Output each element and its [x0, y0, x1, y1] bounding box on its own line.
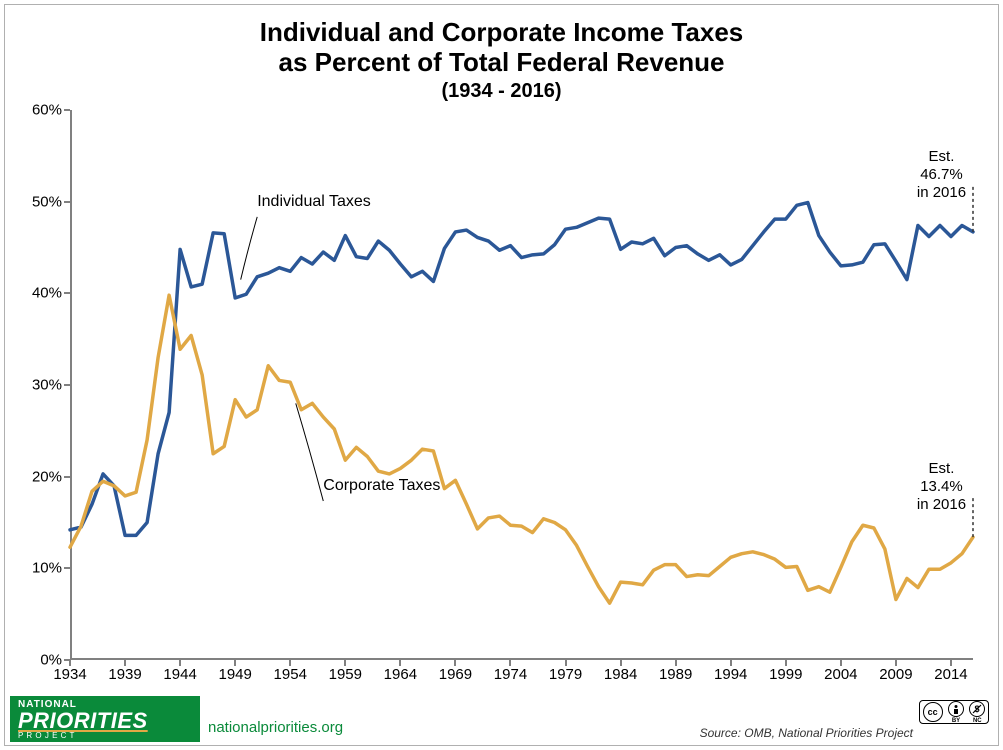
x-tick-label: 2004 [824, 666, 857, 683]
logo-bottom: P R O J E C T [18, 732, 192, 740]
cc-by-icon [948, 701, 964, 717]
cc-by-label: BY [952, 718, 960, 724]
x-tick-label: 1934 [53, 666, 86, 683]
x-tick-label: 1969 [439, 666, 472, 683]
source-attribution: Source: OMB, National Priorities Project [700, 726, 913, 740]
y-tick-mark [64, 109, 70, 111]
cc-nc-icon: $ [969, 701, 985, 717]
x-tick-mark [234, 660, 236, 666]
x-tick-mark [950, 660, 952, 666]
y-tick-label: 10% [32, 560, 62, 577]
x-tick-label: 2014 [934, 666, 967, 683]
title-line-2: as Percent of Total Federal Revenue [10, 48, 993, 78]
x-tick-mark [785, 660, 787, 666]
x-tick-label: 1974 [494, 666, 527, 683]
y-tick-label: 50% [32, 193, 62, 210]
x-tick-label: 1964 [384, 666, 417, 683]
logo-main: PRIORITIES [18, 710, 192, 732]
x-tick-mark [509, 660, 511, 666]
x-tick-label: 1984 [604, 666, 637, 683]
x-tick-mark [565, 660, 567, 666]
y-tick-mark [64, 201, 70, 203]
series-label: Individual Taxes [257, 193, 371, 211]
x-tick-mark [399, 660, 401, 666]
end-annotation: Est. 13.4%in 2016 [910, 460, 973, 514]
x-tick-label: 1944 [163, 666, 196, 683]
y-tick-mark [64, 292, 70, 294]
x-tick-label: 1939 [108, 666, 141, 683]
title-line-1: Individual and Corporate Income Taxes [10, 18, 993, 48]
x-tick-label: 1949 [218, 666, 251, 683]
x-tick-mark [675, 660, 677, 666]
cc-license-badge: cc BY $ NC [919, 700, 989, 724]
x-tick-label: 1954 [274, 666, 307, 683]
plot-area: 0%10%20%30%40%50%60%19341939194419491954… [70, 110, 973, 660]
x-tick-mark [289, 660, 291, 666]
series-label: Corporate Taxes [323, 477, 440, 495]
x-tick-label: 1994 [714, 666, 747, 683]
cc-nc-label: NC [973, 718, 982, 724]
y-tick-mark [64, 476, 70, 478]
x-tick-label: 1999 [769, 666, 802, 683]
x-tick-label: 2009 [879, 666, 912, 683]
series-corporate-taxes [70, 295, 973, 603]
leader-line [241, 217, 258, 280]
x-tick-mark [69, 660, 71, 666]
x-tick-mark [840, 660, 842, 666]
x-tick-mark [179, 660, 181, 666]
y-tick-mark [64, 384, 70, 386]
chart-container: Individual and Corporate Income Taxes as… [10, 10, 993, 690]
y-tick-label: 40% [32, 285, 62, 302]
x-tick-mark [344, 660, 346, 666]
y-tick-label: 20% [32, 468, 62, 485]
footer: NATIONAL PRIORITIES P R O J E C T nation… [10, 694, 993, 742]
x-tick-label: 1989 [659, 666, 692, 683]
site-url: nationalpriorities.org [208, 719, 343, 736]
cc-icon: cc [923, 702, 943, 722]
x-tick-mark [124, 660, 126, 666]
title-block: Individual and Corporate Income Taxes as… [10, 10, 993, 103]
y-tick-mark [64, 567, 70, 569]
series-individual-taxes [70, 203, 973, 536]
plot-svg [70, 110, 973, 660]
x-tick-label: 1959 [329, 666, 362, 683]
y-tick-label: 30% [32, 377, 62, 394]
x-tick-mark [895, 660, 897, 666]
x-tick-mark [620, 660, 622, 666]
x-tick-mark [454, 660, 456, 666]
leader-line [296, 403, 324, 501]
publisher-logo: NATIONAL PRIORITIES P R O J E C T [10, 696, 200, 742]
end-annotation: Est. 46.7%in 2016 [910, 148, 973, 202]
title-subtitle: (1934 - 2016) [10, 80, 993, 103]
x-tick-mark [730, 660, 732, 666]
y-tick-label: 60% [32, 102, 62, 119]
x-tick-label: 1979 [549, 666, 582, 683]
